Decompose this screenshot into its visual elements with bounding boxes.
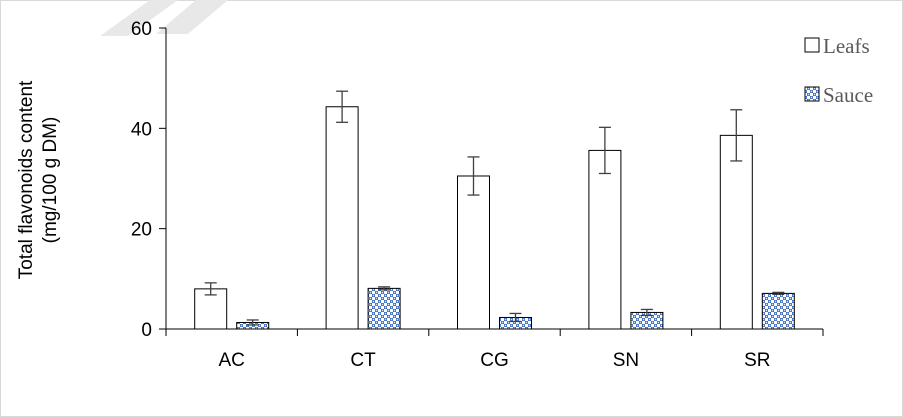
bars bbox=[194, 106, 795, 330]
legend-item-sauce: Sauce bbox=[804, 83, 873, 107]
error-bar-sauce-sn bbox=[640, 308, 653, 317]
bar-leafs-ac bbox=[194, 288, 228, 330]
legend-swatch-leafs bbox=[804, 37, 820, 53]
x-axis-labels: AC CT CG SN SR bbox=[165, 329, 824, 371]
error-bars bbox=[204, 90, 785, 326]
error-bar-sauce-sr bbox=[772, 291, 785, 296]
bar-leafs-cg bbox=[457, 175, 490, 330]
x-category-label: AC bbox=[218, 350, 244, 371]
y-tick-label: 40 bbox=[131, 119, 152, 140]
y-tick-label: 20 bbox=[131, 220, 152, 241]
x-category-label: CG bbox=[480, 350, 509, 371]
error-bar-sauce-ct bbox=[378, 286, 391, 291]
legend-item-leafs: Leafs bbox=[804, 34, 870, 58]
bar-sauce-sr bbox=[761, 292, 795, 330]
y-axis-title-line-2: (mg/100 g DM) bbox=[40, 117, 61, 244]
legend-label-sauce: Sauce bbox=[823, 83, 873, 107]
error-bar-sauce-ac bbox=[246, 319, 259, 326]
watermark-stroke bbox=[100, 0, 178, 36]
x-category-label: SR bbox=[744, 350, 770, 371]
bar-leafs-sn bbox=[588, 149, 622, 330]
x-category-label: SN bbox=[613, 350, 639, 371]
y-axis-title-line-1: Total flavonoids content bbox=[16, 80, 37, 279]
error-bar-leafs-ac bbox=[204, 282, 217, 296]
x-category-label: CT bbox=[350, 350, 376, 371]
bar-leafs-ct bbox=[325, 106, 359, 330]
error-bar-leafs-ct bbox=[336, 90, 349, 123]
y-tick-label: 0 bbox=[141, 320, 152, 341]
error-bar-leafs-sr bbox=[730, 109, 743, 162]
legend: Leafs Sauce bbox=[804, 34, 873, 107]
bar-leafs-sr bbox=[719, 134, 753, 330]
bar-sauce-ct bbox=[367, 287, 401, 330]
legend-swatch-sauce bbox=[804, 86, 820, 102]
y-tick-label: 60 bbox=[131, 19, 152, 40]
legend-label-leafs: Leafs bbox=[823, 34, 870, 58]
error-bar-leafs-cg bbox=[467, 156, 480, 196]
y-axis-title: Total flavonoids content (mg/100 g DM) bbox=[16, 80, 61, 279]
watermark-stroke bbox=[156, 0, 228, 34]
error-bar-leafs-sn bbox=[598, 126, 611, 175]
error-bar-sauce-cg bbox=[509, 312, 522, 323]
y-axis-ticks: 0 20 40 60 bbox=[131, 19, 166, 341]
